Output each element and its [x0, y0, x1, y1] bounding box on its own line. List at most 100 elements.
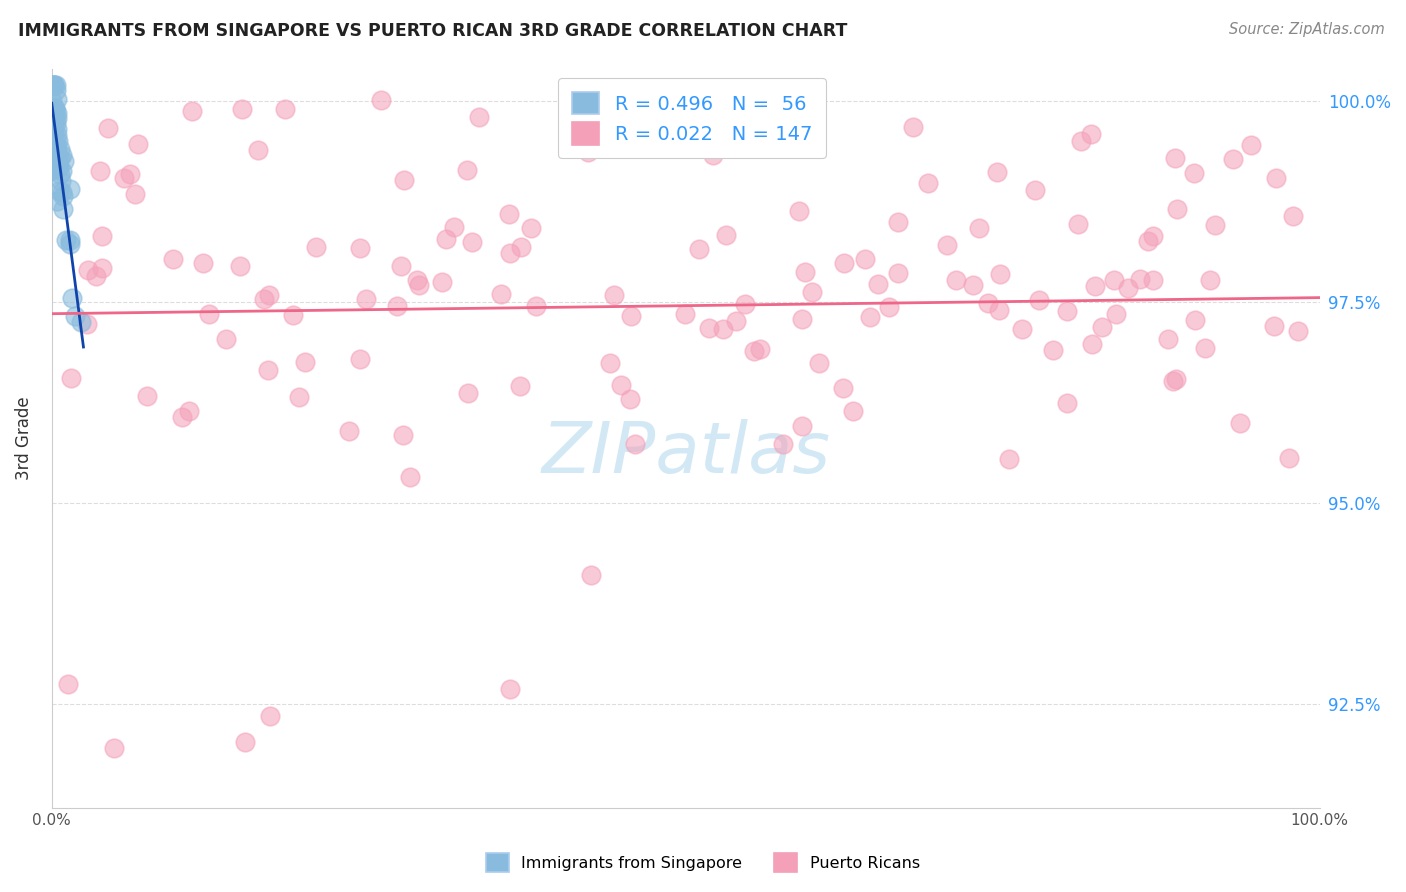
- Point: [45, 140, 67, 154]
- Point: [1222, 153, 1244, 167]
- Point: [1199, 273, 1222, 287]
- Point: [569, 111, 592, 125]
- Point: [748, 342, 770, 356]
- Point: [967, 220, 990, 235]
- Point: [42, 78, 65, 92]
- Point: [962, 277, 984, 292]
- Point: [44, 137, 66, 152]
- Point: [172, 410, 194, 425]
- Point: [42, 161, 65, 176]
- Point: [259, 709, 281, 723]
- Point: [903, 120, 925, 135]
- Point: [294, 355, 316, 369]
- Point: [44, 111, 66, 125]
- Point: [510, 240, 533, 254]
- Point: [1090, 320, 1112, 334]
- Point: [790, 418, 813, 433]
- Point: [1067, 217, 1090, 231]
- Point: [599, 356, 621, 370]
- Point: [1056, 395, 1078, 409]
- Point: [866, 277, 889, 292]
- Point: [1056, 303, 1078, 318]
- Point: [76, 318, 98, 332]
- Point: [42, 124, 65, 138]
- Point: [233, 735, 256, 749]
- Point: [45, 83, 67, 97]
- Point: [45, 116, 67, 130]
- Point: [91, 229, 114, 244]
- Point: [215, 332, 238, 346]
- Point: [1229, 416, 1251, 430]
- Point: [742, 343, 765, 358]
- Point: [91, 261, 114, 276]
- Point: [853, 252, 876, 266]
- Point: [1028, 293, 1050, 308]
- Point: [46, 128, 69, 143]
- Point: [44, 103, 66, 118]
- Point: [394, 172, 416, 186]
- Point: [988, 267, 1011, 281]
- Point: [1084, 279, 1107, 293]
- Point: [49, 167, 72, 181]
- Point: [1042, 343, 1064, 357]
- Point: [1129, 271, 1152, 285]
- Point: [489, 287, 512, 301]
- Point: [1070, 134, 1092, 148]
- Point: [127, 136, 149, 151]
- Point: [1184, 313, 1206, 327]
- Point: [877, 300, 900, 314]
- Point: [103, 740, 125, 755]
- Point: [794, 265, 817, 279]
- Point: [44, 78, 66, 92]
- Point: [1166, 202, 1188, 217]
- Point: [859, 310, 882, 324]
- Point: [44, 138, 66, 153]
- Point: [834, 256, 856, 270]
- Point: [772, 437, 794, 451]
- Point: [41, 133, 63, 147]
- Point: [1142, 228, 1164, 243]
- Point: [842, 403, 865, 417]
- Point: [118, 167, 141, 181]
- Point: [1118, 281, 1140, 295]
- Point: [44, 103, 66, 117]
- Point: [259, 287, 281, 301]
- Point: [229, 259, 252, 273]
- Point: [42, 78, 65, 92]
- Point: [42, 117, 65, 131]
- Point: [63, 309, 86, 323]
- Point: [45, 106, 67, 120]
- Point: [887, 266, 910, 280]
- Point: [51, 185, 73, 199]
- Point: [602, 288, 624, 302]
- Point: [524, 299, 547, 313]
- Point: [44, 101, 66, 115]
- Point: [48, 184, 70, 198]
- Point: [46, 134, 69, 148]
- Point: [785, 100, 807, 114]
- Point: [197, 307, 219, 321]
- Point: [52, 188, 75, 202]
- Point: [44, 120, 66, 135]
- Point: [408, 278, 430, 293]
- Point: [46, 92, 69, 106]
- Point: [52, 202, 75, 217]
- Point: [572, 103, 595, 117]
- Point: [387, 299, 409, 313]
- Point: [702, 148, 724, 162]
- Point: [1161, 374, 1184, 388]
- Point: [60, 371, 83, 385]
- Point: [1166, 371, 1188, 385]
- Point: [936, 237, 959, 252]
- Point: [51, 148, 73, 162]
- Point: [1281, 209, 1303, 223]
- Point: [177, 404, 200, 418]
- Point: [673, 307, 696, 321]
- Point: [499, 681, 522, 696]
- Point: [46, 142, 69, 156]
- Point: [724, 314, 747, 328]
- Point: [53, 153, 76, 168]
- Point: [49, 151, 72, 165]
- Point: [986, 165, 1008, 179]
- Point: [354, 292, 377, 306]
